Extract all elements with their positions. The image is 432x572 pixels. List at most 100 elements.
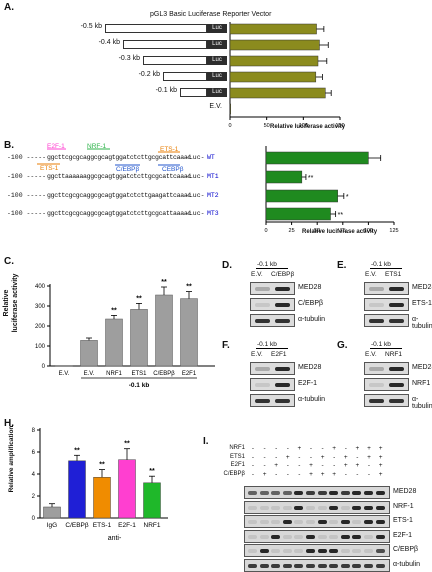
- significance-mark: **: [136, 295, 142, 302]
- blot-band: [283, 535, 292, 539]
- significance-mark: **: [99, 462, 105, 469]
- blot-strip: [250, 378, 295, 391]
- blot-band: [271, 506, 280, 510]
- treatment-sign: -: [272, 471, 280, 478]
- blot-band: [255, 319, 270, 323]
- blot-strip: [244, 515, 390, 528]
- treatment-sign: +: [319, 454, 327, 461]
- construct-bracket: [370, 268, 402, 269]
- blot-band: [306, 564, 315, 568]
- tick-label: 200: [35, 324, 46, 330]
- blot-band: [255, 383, 270, 387]
- blot-band: [260, 506, 269, 510]
- blot-band: [329, 564, 338, 568]
- band-label: MED28: [298, 284, 321, 291]
- treatment-sign: +: [377, 445, 385, 452]
- construct-name: WT: [207, 154, 215, 161]
- treatment-sign: +: [319, 471, 327, 478]
- category-label: C/EBPβ: [153, 371, 175, 377]
- band-label: α-tubulin: [412, 316, 432, 330]
- tick-label: 400: [35, 284, 46, 290]
- blot-band: [283, 564, 292, 568]
- treatment-sign: -: [249, 454, 257, 461]
- tick-label: 50: [264, 123, 270, 129]
- blot-band: [255, 399, 270, 403]
- category-label: E2F1: [182, 371, 197, 377]
- blot-band: [318, 564, 327, 568]
- treatment-sign: +: [353, 462, 361, 469]
- blot-band: [248, 506, 257, 510]
- blot-band: [271, 520, 280, 524]
- bar: [156, 295, 173, 366]
- treatment-sign: -: [319, 445, 327, 452]
- significance-mark: **: [74, 447, 80, 454]
- treatment-sign: -: [284, 462, 292, 469]
- treatment-sign: +: [342, 454, 350, 461]
- panel-c-ylabel-line1: Relative: [2, 258, 11, 348]
- panel-label: G.: [337, 340, 348, 351]
- blot-strip: [244, 501, 390, 514]
- blot-band: [283, 491, 292, 495]
- tick-label: 0: [42, 364, 46, 370]
- blot-band: [376, 564, 385, 568]
- construct-label: -0.5 kb: [62, 23, 102, 30]
- treatment-sign: -: [295, 471, 303, 478]
- treatment-label: NRF1: [207, 445, 245, 451]
- bar: [230, 88, 325, 98]
- band-label: α-tubulin: [298, 316, 325, 323]
- seq-text: ggcttaaaaaaggcgcagtggatctcttgcgcattcaaac: [47, 173, 191, 180]
- luc-box: Luc: [207, 24, 227, 33]
- bar: [119, 460, 136, 518]
- blot-strip: [250, 314, 295, 327]
- blot-band: [294, 520, 303, 524]
- bar: [144, 483, 161, 518]
- category-label: C/EBPβ: [65, 522, 89, 529]
- treatment-sign: -: [284, 471, 292, 478]
- luc-box: Luc: [207, 56, 227, 65]
- blot-band: [294, 564, 303, 568]
- construct-label: -0.1 kb: [257, 341, 277, 348]
- blot-band: [248, 535, 257, 539]
- blot-strip: [364, 314, 409, 327]
- blot-band: [275, 383, 290, 387]
- category-label: NRF1: [144, 522, 161, 529]
- blot-band: [364, 491, 373, 495]
- treatment-sign: -: [365, 462, 373, 469]
- lane-label: E.V.: [365, 351, 377, 358]
- bar: [230, 72, 316, 82]
- treatment-sign: +: [261, 471, 269, 478]
- category-label: NRF1: [106, 371, 122, 377]
- tick-label: 6: [32, 450, 36, 456]
- treatment-sign: -: [261, 454, 269, 461]
- construct-bracket: [370, 348, 402, 349]
- lane-label: C/EBPβ: [271, 271, 294, 278]
- construct-name: MT3: [207, 210, 219, 217]
- treatment-label: E2F1: [207, 462, 245, 468]
- tick-label: 8: [32, 428, 36, 434]
- treatment-sign: -: [284, 445, 292, 452]
- blot-band: [248, 564, 257, 568]
- bar: [266, 208, 331, 220]
- luc-box: Luc: [207, 40, 227, 49]
- construct-label: -0.3 kb: [100, 55, 140, 62]
- panel-h-chart: 02468IgG**C/EBPβ**ETS-1**E2F-1**NRF1anti…: [22, 420, 172, 546]
- blot-band: [271, 564, 280, 568]
- panel-h-ylabel: Relative amplification: [8, 414, 15, 504]
- blot-band: [389, 383, 404, 387]
- blot-band: [389, 367, 404, 371]
- blot-band: [369, 287, 384, 291]
- treatment-sign: -: [249, 462, 257, 469]
- band-label: NRF1: [412, 380, 430, 387]
- tick-label: 300: [35, 304, 46, 310]
- treatment-sign: -: [353, 454, 361, 461]
- promoter-box: [143, 56, 207, 65]
- blot-band: [294, 506, 303, 510]
- treatment-label: C/EBPβ: [207, 471, 245, 477]
- blot-band: [329, 520, 338, 524]
- lane-label: E2F1: [271, 351, 287, 358]
- treatment-sign: +: [272, 462, 280, 469]
- blot-band: [376, 491, 385, 495]
- blot-band: [369, 383, 384, 387]
- treatment-sign: -: [261, 445, 269, 452]
- treatment-sign: +: [377, 471, 385, 478]
